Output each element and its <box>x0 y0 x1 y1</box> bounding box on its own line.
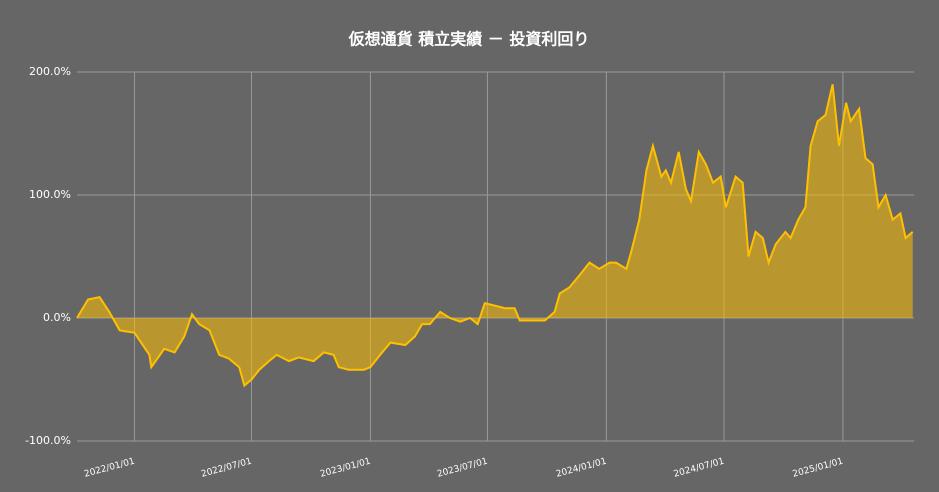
line <box>76 84 914 388</box>
chart-title: 仮想通貨 積立実績 － 投資利回り <box>348 30 590 49</box>
x-tick-label: 2025/01/01 <box>792 457 845 480</box>
x-tick-label: 2024/01/01 <box>555 457 608 480</box>
x-tick-label: 2023/07/01 <box>436 457 489 480</box>
y-tick-label: -100.0% <box>25 434 71 447</box>
y-tick-label: 100.0% <box>29 188 71 201</box>
x-tick-label: 2024/07/01 <box>673 457 726 480</box>
y-tick-label: 0.0% <box>43 311 71 324</box>
area <box>77 84 913 386</box>
y-tick-label: 200.0% <box>29 65 71 78</box>
x-tick-label: 2022/07/01 <box>200 457 253 480</box>
x-tick-label: 2023/01/01 <box>319 457 372 480</box>
x-tick-label: 2022/01/01 <box>83 457 136 480</box>
